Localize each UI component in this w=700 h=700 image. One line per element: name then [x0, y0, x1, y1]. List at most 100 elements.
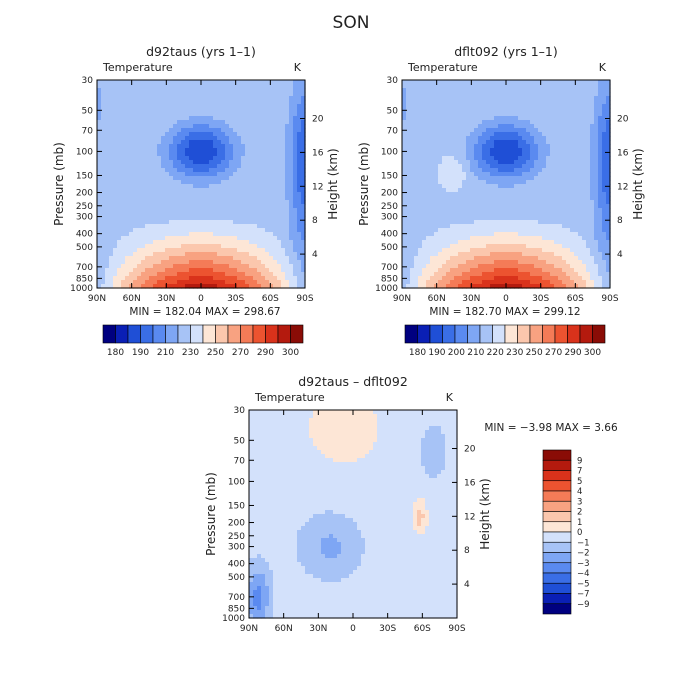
- contour-cell: [277, 160, 282, 165]
- contour-cell: [293, 92, 298, 97]
- contour-cell: [101, 124, 106, 129]
- contour-cell: [129, 256, 134, 261]
- contour-cell: [181, 120, 186, 125]
- contour-cell: [289, 268, 294, 273]
- contour-cell: [301, 84, 306, 89]
- contour-cell: [249, 276, 254, 281]
- contour-cell: [105, 284, 110, 289]
- contour-cell: [261, 132, 266, 137]
- contour-cell: [173, 120, 178, 125]
- contour-cell: [462, 124, 467, 129]
- contour-cell: [574, 140, 579, 145]
- contour-cell: [474, 184, 479, 189]
- contour-cell: [430, 116, 435, 121]
- contour-cell: [490, 92, 495, 97]
- contour-cell: [558, 200, 563, 205]
- contour-cell: [518, 220, 523, 225]
- contour-cell: [245, 280, 250, 285]
- contour-cell: [117, 196, 122, 201]
- contour-cell: [297, 176, 302, 181]
- contour-cell: [474, 128, 479, 133]
- contour-cell: [225, 220, 230, 225]
- contour-cell: [538, 184, 543, 189]
- contour-cell: [534, 148, 539, 153]
- contour-cell: [201, 156, 206, 161]
- contour-cell: [498, 136, 503, 141]
- contour-cell: [530, 108, 535, 113]
- contour-cell: [245, 196, 250, 201]
- contour-cell: [125, 256, 130, 261]
- contour-cell: [514, 236, 519, 241]
- contour-cell: [269, 276, 274, 281]
- contour-cell: [502, 100, 507, 105]
- contour-cell: [153, 160, 158, 165]
- contour-cell: [189, 168, 194, 173]
- contour-cell: [522, 220, 527, 225]
- contour-cell: [490, 192, 495, 197]
- contour-cell: [197, 216, 202, 221]
- contour-cell: [273, 100, 278, 105]
- contour-cell: [137, 188, 142, 193]
- contour-cell: [261, 176, 266, 181]
- contour-cell: [434, 232, 439, 237]
- contour-cell: [490, 236, 495, 241]
- contour-cell: [257, 96, 262, 101]
- contour-cell: [233, 188, 238, 193]
- contour-cell: [518, 104, 523, 109]
- contour-cell: [221, 88, 226, 93]
- contour-cell: [402, 100, 407, 105]
- contour-cell: [538, 160, 543, 165]
- contour-cell: [458, 152, 463, 157]
- contour-cell: [261, 216, 266, 221]
- contour-cell: [169, 148, 174, 153]
- contour-cell: [506, 116, 511, 121]
- contour-cell: [578, 88, 583, 93]
- contour-cell: [137, 100, 142, 105]
- contour-cell: [181, 184, 186, 189]
- contour-cell: [293, 204, 298, 209]
- contour-cell: [253, 176, 258, 181]
- contour-cell: [97, 152, 102, 157]
- contour-cell: [602, 236, 607, 241]
- contour-cell: [201, 168, 206, 173]
- contour-cell: [498, 128, 503, 133]
- contour-cell: [121, 128, 126, 133]
- contour-cell: [253, 160, 258, 165]
- contour-cell: [570, 180, 575, 185]
- contour-cell: [498, 148, 503, 153]
- contour-cell: [225, 144, 230, 149]
- contour-cell: [273, 84, 278, 89]
- contour-cell: [173, 240, 178, 245]
- contour-cell: [502, 232, 507, 237]
- contour-cell: [510, 176, 515, 181]
- contour-cell: [458, 236, 463, 241]
- contour-cell: [249, 172, 254, 177]
- contour-cell: [434, 156, 439, 161]
- contour-cell: [522, 236, 527, 241]
- contour-cell: [514, 168, 519, 173]
- contour-cell: [406, 196, 411, 201]
- contour-cell: [261, 88, 266, 93]
- contour-cell: [558, 208, 563, 213]
- contour-cell: [197, 132, 202, 137]
- contour-cell: [97, 160, 102, 165]
- contour-cell: [153, 212, 158, 217]
- contour-cell: [213, 208, 218, 213]
- contour-cell: [590, 140, 595, 145]
- contour-cell: [586, 132, 591, 137]
- contour-cell: [470, 212, 475, 217]
- contour-cell: [594, 152, 599, 157]
- contour-cell: [530, 188, 535, 193]
- contour-cell: [470, 108, 475, 113]
- contour-cell: [149, 200, 154, 205]
- contour-cell: [125, 244, 130, 249]
- contour-cell: [205, 236, 210, 241]
- contour-cell: [149, 176, 154, 181]
- contour-cell: [430, 152, 435, 157]
- contour-cell: [249, 124, 254, 129]
- contour-cell: [410, 180, 415, 185]
- contour-cell: [125, 152, 130, 157]
- contour-cell: [554, 164, 559, 169]
- contour-cell: [261, 136, 266, 141]
- contour-cell: [233, 160, 238, 165]
